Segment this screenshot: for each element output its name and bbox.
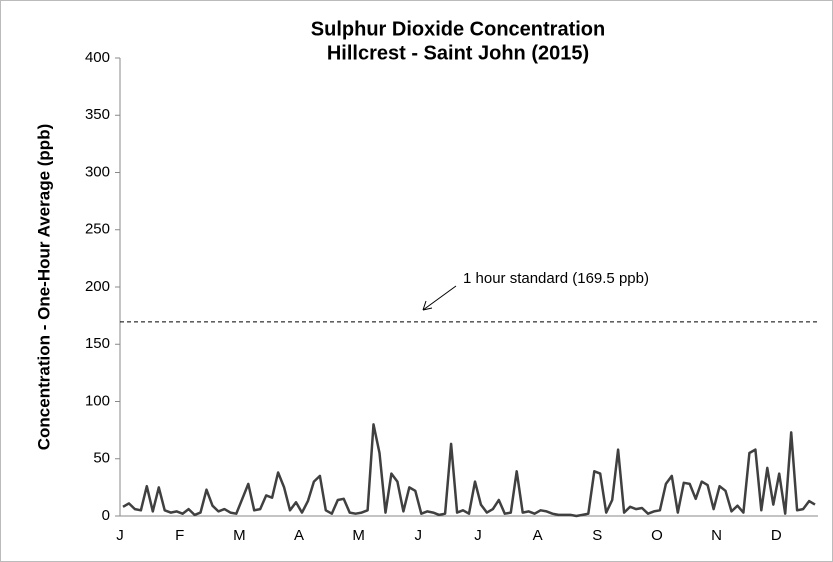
x-tick-label: M <box>352 527 365 544</box>
y-tick-label: 100 <box>85 392 110 409</box>
annotation-arrow <box>422 285 457 311</box>
x-tick-label: J <box>415 527 423 544</box>
y-tick-label: 150 <box>85 335 110 352</box>
reference-label: 1 hour standard (169.5 ppb) <box>463 270 649 287</box>
x-tick-label: O <box>651 527 663 544</box>
annotation-arrow-head <box>422 300 433 311</box>
y-tick-label: 200 <box>85 278 110 295</box>
chart-title: Sulphur Dioxide Concentration <box>311 18 605 40</box>
x-tick-label: N <box>711 527 722 544</box>
x-tick-label: F <box>175 527 184 544</box>
x-tick-label: J <box>474 527 482 544</box>
y-tick-label: 300 <box>85 163 110 180</box>
y-tick-label: 0 <box>102 507 110 524</box>
y-tick-label: 250 <box>85 221 110 238</box>
x-tick-label: S <box>592 527 602 544</box>
x-tick-label: A <box>294 527 304 544</box>
chart-subtitle: Hillcrest - Saint John (2015) <box>327 42 589 64</box>
x-tick-label: M <box>233 527 246 544</box>
x-tick-label: A <box>533 527 543 544</box>
y-tick-label: 350 <box>85 106 110 123</box>
y-axis-label: Concentration - One-Hour Average (ppb) <box>34 124 53 450</box>
series-line <box>122 423 816 518</box>
x-tick-label: D <box>771 527 782 544</box>
y-tick-label: 400 <box>85 49 110 66</box>
y-tick-label: 50 <box>93 450 110 467</box>
x-tick-label: J <box>116 527 124 544</box>
